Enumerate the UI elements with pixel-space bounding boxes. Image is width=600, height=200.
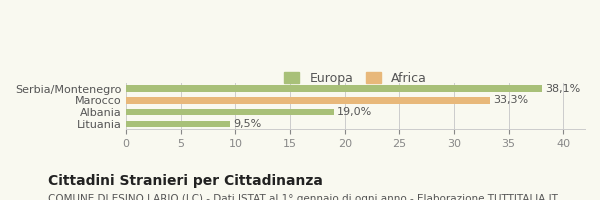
Bar — [126, 85, 542, 92]
Text: COMUNE DI ESINO LARIO (LC) - Dati ISTAT al 1° gennaio di ogni anno - Elaborazion: COMUNE DI ESINO LARIO (LC) - Dati ISTAT … — [48, 194, 558, 200]
Legend: Europa, Africa: Europa, Africa — [284, 72, 427, 85]
Bar — [126, 121, 230, 127]
Text: 33,3%: 33,3% — [493, 95, 529, 105]
Text: Cittadini Stranieri per Cittadinanza: Cittadini Stranieri per Cittadinanza — [48, 174, 323, 188]
Bar — [126, 109, 334, 115]
Text: 38,1%: 38,1% — [545, 84, 581, 94]
Text: 9,5%: 9,5% — [233, 119, 262, 129]
Text: 19,0%: 19,0% — [337, 107, 372, 117]
Bar — [126, 97, 490, 104]
